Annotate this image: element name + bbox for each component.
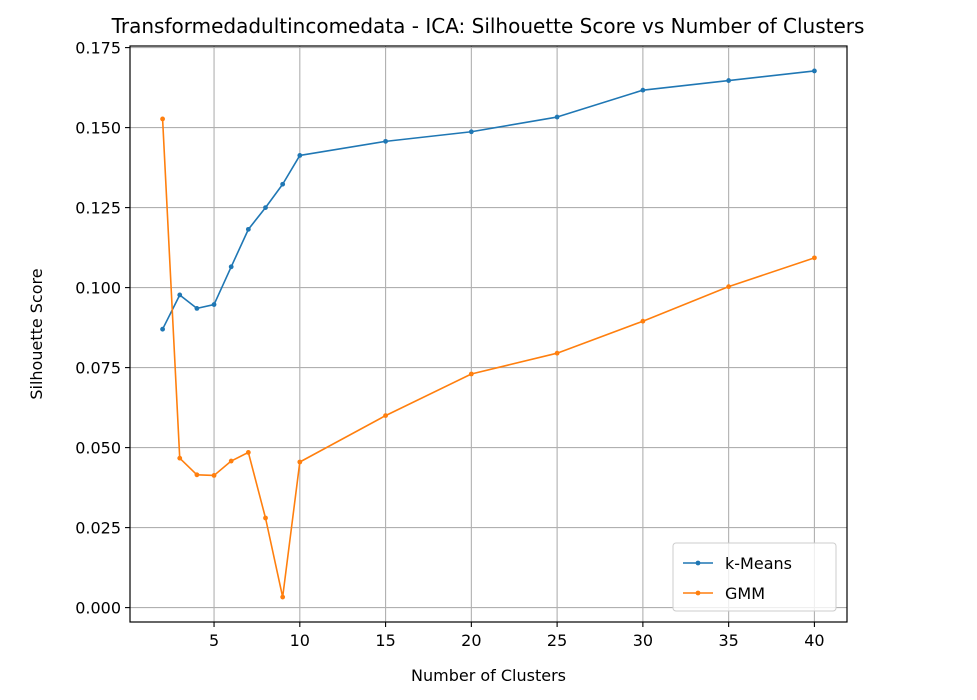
- data-point-gmm: [211, 473, 217, 478]
- y-tick-label: 0.075: [75, 359, 121, 378]
- data-point-k-means: [263, 205, 268, 211]
- data-point-gmm: [297, 459, 303, 465]
- series-line-k-means: [161, 70, 815, 330]
- data-point-k-means: [297, 153, 303, 158]
- series-layer: [160, 68, 817, 600]
- chart-title: Transformedadultincomedata - ICA: Silhou…: [111, 14, 865, 38]
- legend-label-gmm: GMM: [725, 584, 765, 603]
- series-line-gmm: [161, 118, 815, 598]
- y-tick-label: 0.025: [75, 519, 121, 538]
- data-point-k-means: [160, 326, 165, 332]
- x-tick-label: 15: [375, 631, 395, 650]
- data-point-k-means: [383, 138, 388, 144]
- data-point-k-means: [640, 87, 646, 93]
- y-tick-label: 0.125: [75, 199, 121, 218]
- legend-marker-k-means: [695, 560, 701, 566]
- x-tick-label: 40: [804, 631, 824, 650]
- x-tick-label: 25: [547, 631, 567, 650]
- x-tick-label: 30: [633, 631, 653, 650]
- x-tick-label: 35: [718, 631, 738, 650]
- data-point-gmm: [280, 594, 286, 600]
- data-point-k-means: [194, 306, 200, 311]
- x-axis-title: Number of Clusters: [411, 666, 566, 685]
- ticks-layer: 5 10 15 20 25 30 35 40 0.000 0.025 0.050 0.075 0.100…: [75, 39, 824, 650]
- data-point-k-means: [211, 302, 217, 307]
- data-point-gmm: [194, 472, 200, 478]
- data-point-gmm: [640, 318, 646, 324]
- data-point-gmm: [177, 455, 183, 461]
- data-point-gmm: [160, 116, 165, 122]
- data-point-gmm: [263, 515, 268, 521]
- data-point-gmm: [245, 450, 251, 455]
- x-tick-label: 5: [209, 631, 219, 650]
- plot-frame: [129, 45, 848, 623]
- data-point-gmm: [812, 255, 817, 261]
- legend-marker-gmm: [695, 590, 701, 596]
- data-point-k-means: [468, 129, 474, 135]
- data-point-k-means: [812, 68, 817, 74]
- grid-layer: [130, 46, 847, 622]
- data-point-gmm: [468, 371, 474, 377]
- data-point-k-means: [554, 114, 560, 120]
- data-point-k-means: [177, 292, 183, 298]
- legend-label-k-means: k-Means: [725, 554, 792, 573]
- legend: k-Means GMM: [672, 542, 837, 612]
- x-tick-label: 20: [461, 631, 481, 650]
- y-axis-title: Silhouette Score: [27, 268, 46, 399]
- y-tick-label: 0.000: [75, 599, 121, 618]
- data-point-gmm: [228, 458, 234, 464]
- y-tick-label: 0.175: [75, 39, 121, 58]
- x-tick-label: 10: [290, 631, 310, 650]
- data-point-k-means: [245, 226, 251, 232]
- y-tick-label: 0.050: [75, 439, 121, 458]
- data-point-gmm: [554, 350, 560, 356]
- data-point-gmm: [383, 413, 388, 418]
- data-point-k-means: [228, 264, 234, 270]
- legend-box: [672, 542, 837, 612]
- y-tick-label: 0.100: [75, 279, 121, 298]
- data-point-gmm: [726, 284, 732, 290]
- data-point-k-means: [726, 78, 732, 83]
- data-point-k-means: [280, 181, 286, 187]
- y-tick-label: 0.150: [75, 119, 121, 138]
